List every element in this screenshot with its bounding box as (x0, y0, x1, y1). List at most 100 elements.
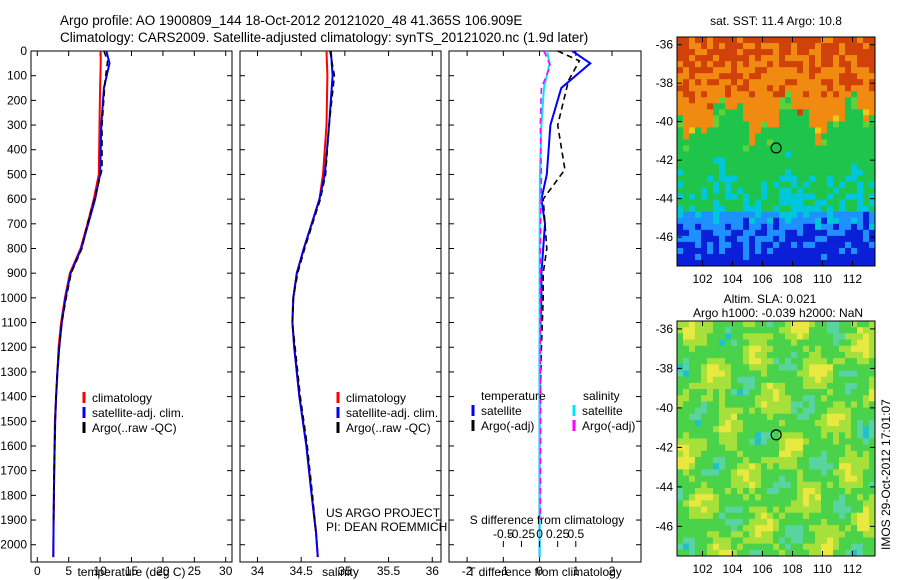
map-x-tick-label: 112 (843, 562, 862, 576)
sst-map-cell (851, 235, 858, 243)
sst-map-cell (731, 163, 738, 171)
sla-map-cell (755, 469, 762, 477)
sla-map-cell (713, 457, 720, 464)
sla-map-cell (827, 345, 834, 353)
sst-map-cell (743, 79, 750, 86)
sst-map-cell (815, 175, 822, 183)
sla-map-cell (725, 438, 732, 446)
sla-map-cell (803, 518, 810, 526)
sst-map-cell (869, 229, 875, 237)
sst-map-cell (719, 247, 726, 255)
sla-map-cell (773, 444, 780, 452)
sst-map-cell (815, 259, 822, 266)
sst-map-cell (827, 61, 834, 68)
sla-map-cell (803, 401, 810, 409)
sla-map-cell (857, 444, 864, 452)
sla-map-cell (677, 487, 684, 495)
sst-map-cell (803, 193, 810, 201)
sst-map-cell (725, 157, 732, 165)
sst-map-cell (737, 199, 744, 207)
sst-map-cell (749, 67, 756, 74)
sla-map-cell (863, 401, 870, 409)
sla-map-cell (731, 543, 738, 551)
sst-map-cell (683, 133, 690, 141)
sla-map-cell (821, 500, 828, 508)
sla-map-cell (713, 475, 720, 483)
sst-map-cell (821, 79, 828, 86)
sst-map-cell (785, 79, 792, 86)
sla-map-cell (725, 389, 732, 396)
sst-map-cell (695, 169, 702, 177)
sst-map-cell (851, 85, 858, 92)
sla-map-cell (743, 469, 750, 477)
sla-map-cell (695, 487, 702, 495)
sla-map-cell (845, 518, 852, 526)
sst-map-cell (845, 73, 852, 80)
sla-map-cell (809, 382, 816, 390)
sst-map-cell (827, 103, 834, 110)
sst-map-cell (707, 223, 714, 231)
sla-map-cell (815, 537, 822, 545)
sst-map-cell (725, 163, 732, 171)
sst-map-cell (845, 163, 852, 171)
sla-map-cell (815, 426, 822, 433)
map-y-tick-label: -42 (656, 153, 674, 167)
sla-map-cell (737, 481, 744, 489)
sst-map-cell (779, 73, 786, 80)
sst-map-cell (779, 169, 786, 177)
sst-map-cell (797, 259, 804, 266)
sla-map-cell (707, 537, 714, 545)
sla-map-cell (809, 321, 816, 328)
sla-map-cell (701, 333, 708, 341)
sla-map-cell (833, 438, 840, 446)
sst-map-cell (761, 199, 768, 207)
sla-map-cell (827, 531, 834, 539)
sst-map-cell (869, 73, 875, 80)
sst-map-cell (809, 253, 816, 261)
x-tick-label: -1 (498, 564, 509, 578)
sst-map-cell (761, 229, 768, 237)
sla-map-cell (857, 333, 864, 341)
sst-map-cell (785, 241, 792, 249)
sst-map-cell (857, 193, 864, 201)
sla-map-cell (713, 438, 720, 446)
sla-map-cell (689, 382, 696, 390)
sla-map-cell (785, 358, 792, 365)
sst-map-cell (815, 247, 822, 255)
sst-map-cell (791, 181, 798, 189)
sst-map-cell (695, 211, 702, 219)
s-tick-label: -0.25 (508, 527, 536, 541)
sla-map-cell (731, 487, 738, 495)
sla-map-cell (869, 481, 875, 489)
sla-map-cell (809, 370, 816, 378)
sst-map-cell (785, 157, 792, 165)
sla-map-cell (791, 537, 798, 545)
sla-map-cell (695, 327, 702, 334)
sla-map-cell (731, 549, 738, 556)
sst-map-cell (683, 115, 690, 122)
sst-map-cell (863, 259, 870, 266)
sst-map-cell (791, 253, 798, 261)
sst-map-cell (767, 115, 774, 122)
sla-map-cell (677, 506, 684, 514)
sst-map-cell (851, 55, 858, 62)
sla-map-cell (719, 463, 726, 471)
sla-map-cell (809, 351, 816, 359)
sla-map-cell (731, 481, 738, 489)
sst-map-cell (725, 175, 732, 183)
sla-map-cell (731, 370, 738, 378)
sla-map-cell (839, 450, 846, 458)
sst-map-cell (689, 253, 696, 261)
sla-map-cell (773, 351, 780, 359)
sst-map-cell (743, 109, 750, 116)
sst-map-cell (719, 241, 726, 249)
sla-map-cell (863, 457, 870, 464)
sla-map-cell (785, 382, 792, 390)
sst-map-cell (869, 181, 875, 189)
sla-map-cell (797, 327, 804, 334)
sla-map-cell (863, 351, 870, 359)
sla-map-cell (749, 481, 756, 489)
sla-map-cell (731, 469, 738, 477)
sst-map-cell (863, 187, 870, 195)
sst-map-cell (767, 199, 774, 207)
